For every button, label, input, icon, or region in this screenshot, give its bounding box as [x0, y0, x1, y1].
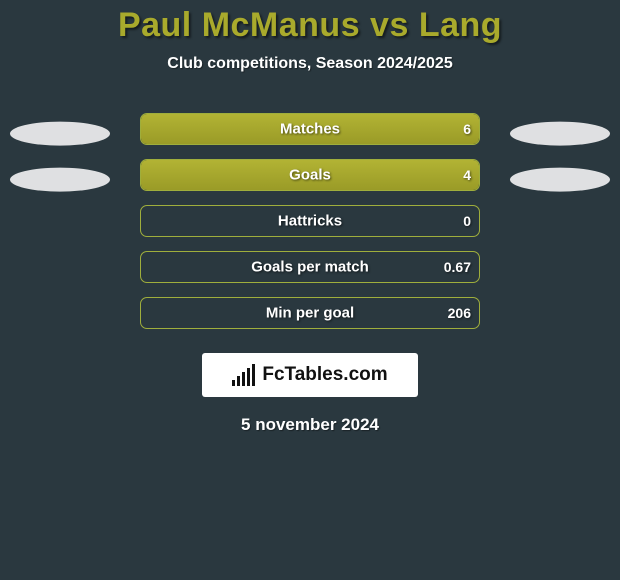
page-subtitle: Club competitions, Season 2024/2025 — [0, 55, 620, 73]
page-title: Paul McManus vs Lang — [0, 6, 620, 45]
stat-row: Goals per match 0.67 — [0, 251, 620, 297]
stat-row: Matches 6 — [0, 113, 620, 159]
player-right-avatar — [510, 122, 610, 146]
player-left-avatar — [10, 168, 110, 192]
stat-label: Goals per match — [251, 259, 369, 276]
stat-label: Goals — [289, 167, 331, 184]
logo-text: FcTables.com — [262, 364, 387, 386]
stat-bar: Matches 6 — [140, 113, 480, 145]
stat-bar: Goals per match 0.67 — [140, 251, 480, 283]
stat-value-right: 206 — [448, 305, 471, 321]
stat-value-right: 0 — [463, 213, 471, 229]
stat-row: Goals 4 — [0, 159, 620, 205]
stat-value-right: 0.67 — [444, 259, 471, 275]
fctables-logo[interactable]: FcTables.com — [202, 353, 418, 397]
stat-bar: Min per goal 206 — [140, 297, 480, 329]
date-label: 5 november 2024 — [0, 415, 620, 435]
stat-bar: Goals 4 — [140, 159, 480, 191]
stat-row: Min per goal 206 — [0, 297, 620, 343]
stat-label: Hattricks — [278, 213, 342, 230]
stat-row: Hattricks 0 — [0, 205, 620, 251]
player-left-avatar — [10, 122, 110, 146]
stat-label: Matches — [280, 121, 340, 138]
stats-container: Matches 6 Goals 4 Hattricks 0 Goals per match 0… — [0, 113, 620, 343]
bar-chart-icon — [232, 364, 256, 386]
player-right-avatar — [510, 168, 610, 192]
stat-label: Min per goal — [266, 305, 354, 322]
stat-bar: Hattricks 0 — [140, 205, 480, 237]
stat-value-right: 4 — [463, 167, 471, 183]
stat-value-right: 6 — [463, 121, 471, 137]
